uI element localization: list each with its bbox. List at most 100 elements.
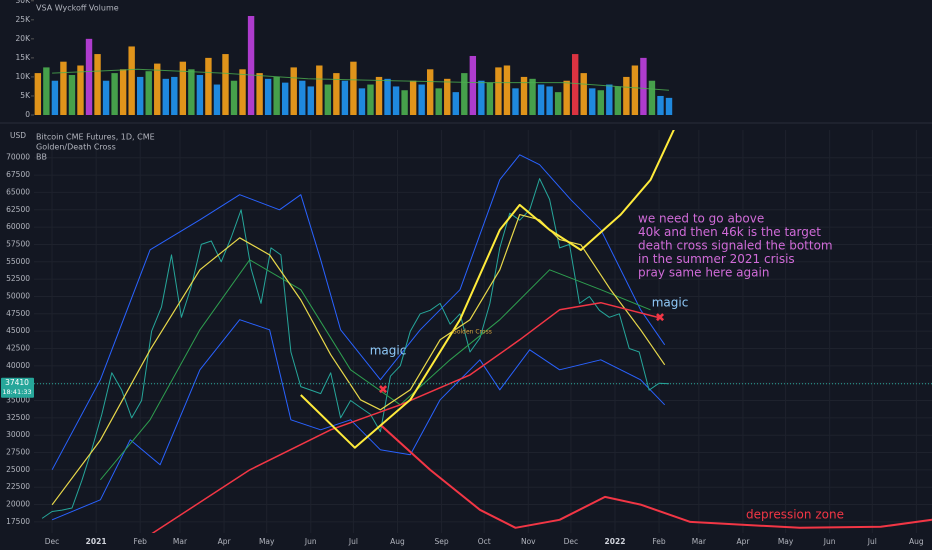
- x-tick-label: Jun: [823, 537, 836, 546]
- volume-bar: [213, 84, 221, 115]
- volume-bar: [51, 80, 59, 115]
- y-tick-label: 62500: [6, 205, 30, 214]
- volume-bar: [648, 80, 656, 115]
- volume-bar: [68, 75, 76, 115]
- series-line: [300, 130, 675, 449]
- last-time-label: 18:41:33: [2, 388, 31, 396]
- volume-bar: [324, 84, 332, 115]
- y-tick-label: 32500: [6, 413, 30, 422]
- volume-bar: [435, 88, 442, 115]
- last-price-label: 37410: [5, 378, 29, 387]
- series-line: [51, 319, 666, 521]
- volume-bar: [401, 90, 408, 115]
- volume-bar: [205, 57, 212, 115]
- volume-bar: [512, 88, 519, 115]
- volume-bar: [452, 92, 459, 115]
- volume-bar: [623, 76, 630, 115]
- volume-bar: [222, 54, 229, 115]
- volume-bar: [128, 46, 135, 115]
- volume-bar: [520, 76, 528, 115]
- volume-bar: [563, 80, 570, 115]
- x-tick-label: Oct: [478, 537, 491, 546]
- volume-bar: [256, 73, 263, 115]
- y-tick-label: 65000: [6, 187, 30, 196]
- series-line: [51, 214, 666, 506]
- volume-bar: [486, 82, 494, 115]
- price-pane: [34, 130, 932, 533]
- x-tick-label: Apr: [218, 537, 232, 546]
- volume-bar: [426, 69, 434, 115]
- volume-bar: [119, 69, 127, 115]
- y-tick-label: 40000: [6, 361, 30, 370]
- volume-bar: [34, 73, 42, 115]
- volume-bar: [94, 54, 101, 115]
- volume-bar: [273, 76, 280, 115]
- volume-bar: [154, 63, 161, 115]
- volume-bar: [196, 75, 204, 115]
- y-tick-label: 20000: [6, 500, 30, 509]
- annotation-line: 40k and then 46k is the target: [638, 225, 821, 239]
- volume-bar: [162, 78, 169, 115]
- x-tick-label: Aug: [909, 537, 924, 546]
- volume-bar: [290, 67, 297, 115]
- volume-bar: [469, 55, 477, 115]
- volume-bar: [230, 80, 238, 115]
- volume-bar: [554, 92, 562, 115]
- y-axis-label: USD: [10, 131, 26, 140]
- x-tick-label: May: [259, 537, 275, 546]
- x-tick-label: Aug: [390, 537, 405, 546]
- volume-bar: [136, 76, 144, 115]
- volume-bar: [589, 88, 596, 115]
- price-title: Bitcoin CME Futures, 1D, CME: [36, 133, 155, 142]
- annotation: Golden Cross: [452, 329, 492, 336]
- y-tick-label: 20K: [16, 34, 32, 43]
- volume-bar: [631, 65, 639, 115]
- indicator-label: Golden/Death Cross: [36, 143, 116, 152]
- y-tick-label: 67500: [6, 170, 30, 179]
- volume-bar: [614, 86, 622, 115]
- x-tick-label: 2022: [605, 537, 626, 546]
- volume-bar: [503, 65, 511, 115]
- y-tick-label: 10K: [16, 72, 32, 81]
- volume-bar: [247, 15, 255, 115]
- annotation: magic: [370, 344, 407, 358]
- y-tick-label: 22500: [6, 482, 30, 491]
- volume-bar: [358, 88, 366, 115]
- y-tick-label: 5K: [20, 91, 31, 100]
- volume-bar: [529, 78, 536, 115]
- volume-bar: [307, 86, 314, 115]
- series-line: [100, 259, 651, 481]
- x-tick-label: Mar: [173, 537, 188, 546]
- y-tick-label: 0: [25, 110, 30, 119]
- y-tick-label: 25000: [6, 465, 30, 474]
- x-tick-label: Nov: [521, 537, 536, 546]
- y-tick-label: 27500: [6, 448, 30, 457]
- annotation-line: death cross signaled the bottom: [638, 239, 833, 253]
- annotation-line: in the summer 2021 crisis: [638, 252, 795, 266]
- y-tick-label: 25K: [16, 15, 32, 24]
- volume-bar: [111, 73, 118, 115]
- x-axis-strip: [0, 533, 932, 550]
- volume-bar: [341, 80, 349, 115]
- volume-bar: [179, 61, 187, 115]
- x-tick-label: Jul: [867, 537, 877, 546]
- volume-bar: [580, 73, 587, 115]
- volume-bar: [418, 84, 425, 115]
- volume-bar: [640, 57, 647, 115]
- series-line: [379, 424, 932, 529]
- y-tick-label: 52500: [6, 274, 30, 283]
- y-tick-label: 70000: [6, 153, 30, 162]
- y-tick-label: 30K: [16, 0, 32, 5]
- series-line: [51, 154, 666, 471]
- x-tick-label: Jul: [348, 537, 358, 546]
- volume-bar: [392, 86, 400, 115]
- y-tick-label: 17500: [6, 517, 30, 526]
- volume-bar: [478, 80, 485, 115]
- volume-bar: [239, 69, 246, 115]
- x-tick-label: Jun: [304, 537, 317, 546]
- y-tick-label: 47500: [6, 309, 30, 318]
- series-line: [151, 301, 661, 533]
- volume-title: VSA Wyckoff Volume: [36, 4, 119, 13]
- x-tick-label: 2021: [86, 537, 107, 546]
